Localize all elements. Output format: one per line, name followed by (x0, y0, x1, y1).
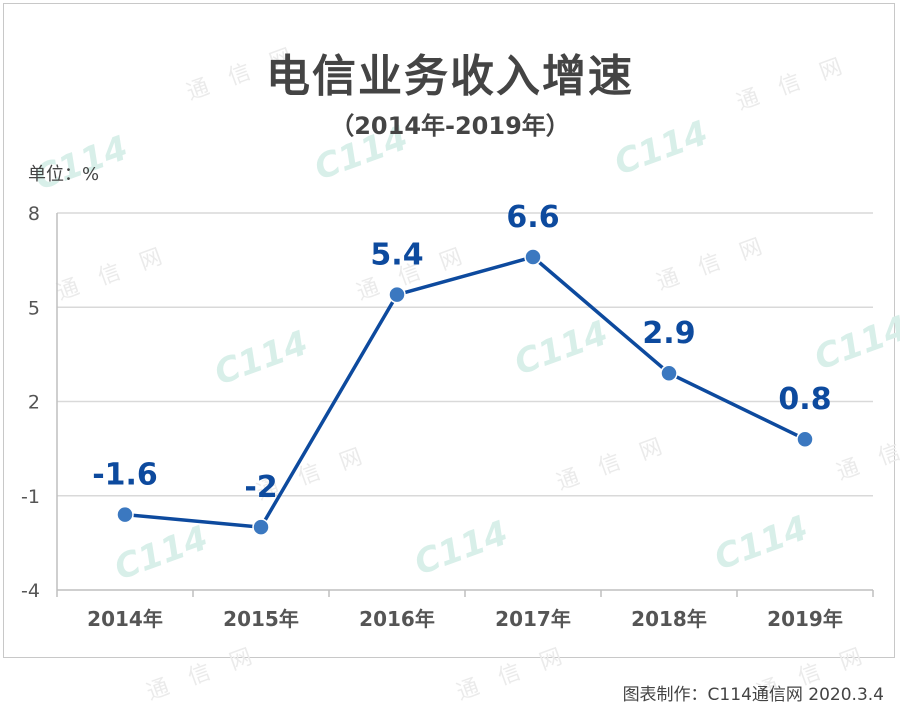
x-tick-label: 2017年 (495, 607, 571, 631)
y-tick-label: 2 (28, 392, 40, 414)
y-tick-label: 8 (28, 203, 40, 225)
data-label: -1.6 (92, 458, 158, 493)
data-point (660, 364, 678, 382)
x-tick-label: 2016年 (359, 607, 435, 631)
x-tick-label: 2018年 (631, 607, 707, 631)
x-tick-label: 2014年 (87, 607, 163, 631)
y-tick-label: -1 (21, 486, 40, 508)
y-tick-label: -4 (21, 580, 40, 602)
data-label: 5.4 (370, 238, 423, 273)
chart-subtitle: （2014年-2019年） (330, 112, 570, 140)
data-label: 0.8 (778, 382, 831, 417)
data-label: -2 (244, 470, 277, 505)
series-line (124, 255, 806, 529)
y-tick-label: 5 (28, 297, 40, 319)
data-point (388, 285, 406, 304)
unit-label: 单位：% (28, 164, 100, 185)
data-label: 2.9 (642, 316, 695, 351)
data-label: 6.6 (506, 200, 559, 235)
data-point (524, 248, 542, 266)
data-point (252, 518, 270, 536)
data-point (796, 430, 814, 448)
data-point (116, 505, 134, 524)
x-tick-label: 2015年 (223, 607, 299, 631)
credit-text: 图表制作：C114通信网 2020.3.4 (622, 685, 884, 705)
x-tick-label: 2019年 (767, 607, 843, 631)
chart-title: 电信业务收入增速 (266, 51, 634, 102)
chart-frame (3, 3, 895, 658)
